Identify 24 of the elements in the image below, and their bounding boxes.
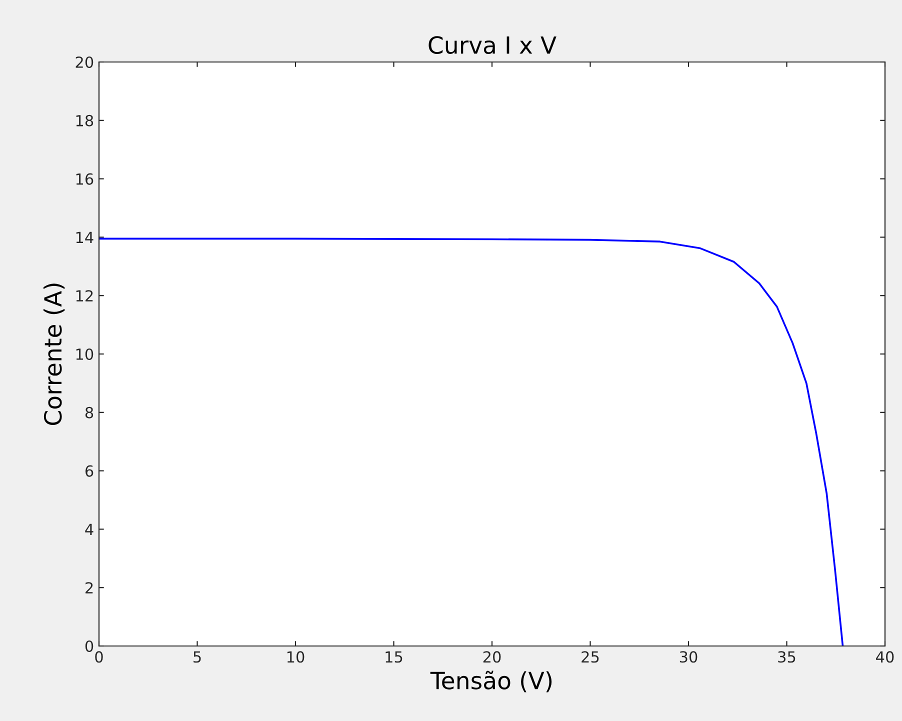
x-tick-label: 5 (194, 651, 201, 663)
chart-title: Curva I x V (428, 36, 556, 54)
x-tick-label: 30 (680, 651, 698, 663)
y-tick-label: 12 (76, 290, 93, 302)
y-axis-title: Corrente (A) (44, 284, 65, 426)
y-tick-label: 0 (85, 640, 94, 652)
y-tick-label: 20 (76, 56, 94, 68)
y-tick-label: 2 (86, 582, 93, 594)
y-tick-label: 16 (76, 173, 94, 185)
x-tick-label: 40 (876, 651, 894, 663)
x-tick-label: 35 (778, 651, 796, 663)
y-tick-label: 10 (76, 348, 94, 360)
line-series (99, 238, 844, 646)
x-tick-label: 0 (95, 651, 103, 663)
x-tick-label: 10 (287, 651, 304, 663)
x-tick-label: 25 (582, 651, 599, 663)
y-tick-label: 14 (76, 232, 94, 244)
y-tick-label: 8 (85, 406, 94, 418)
y-tick-label: 18 (76, 114, 94, 126)
x-axis-title: Tensão (V) (430, 670, 552, 692)
x-tick-label: 15 (386, 651, 402, 663)
y-tick-label: 6 (85, 465, 94, 477)
x-tick-label: 20 (483, 651, 501, 663)
y-tick-label: 4 (85, 524, 94, 536)
